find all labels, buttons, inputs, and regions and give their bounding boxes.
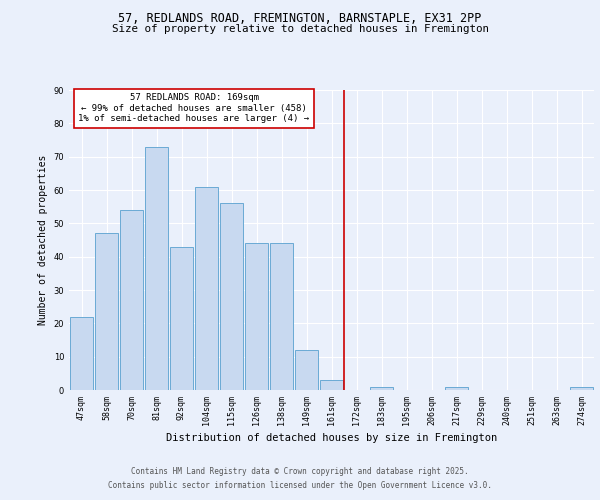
Bar (445, 386, 469, 390)
Bar (295, 350, 319, 390)
Bar (95, 234, 118, 390)
Bar (220, 204, 244, 390)
Bar (119, 210, 143, 390)
Y-axis label: Number of detached properties: Number of detached properties (38, 155, 48, 325)
Bar (269, 244, 293, 390)
Bar (370, 386, 394, 390)
Bar (145, 146, 169, 390)
Text: 57 REDLANDS ROAD: 169sqm
← 99% of detached houses are smaller (458)
1% of semi-d: 57 REDLANDS ROAD: 169sqm ← 99% of detach… (79, 94, 310, 123)
Bar (194, 186, 218, 390)
Bar (320, 380, 343, 390)
Text: Size of property relative to detached houses in Fremington: Size of property relative to detached ho… (112, 24, 488, 34)
Bar (569, 386, 593, 390)
Text: Contains HM Land Registry data © Crown copyright and database right 2025.: Contains HM Land Registry data © Crown c… (131, 467, 469, 476)
Bar (70, 316, 94, 390)
X-axis label: Distribution of detached houses by size in Fremington: Distribution of detached houses by size … (166, 433, 497, 443)
Text: 57, REDLANDS ROAD, FREMINGTON, BARNSTAPLE, EX31 2PP: 57, REDLANDS ROAD, FREMINGTON, BARNSTAPL… (118, 12, 482, 26)
Text: Contains public sector information licensed under the Open Government Licence v3: Contains public sector information licen… (108, 481, 492, 490)
Bar (170, 246, 193, 390)
Bar (245, 244, 268, 390)
